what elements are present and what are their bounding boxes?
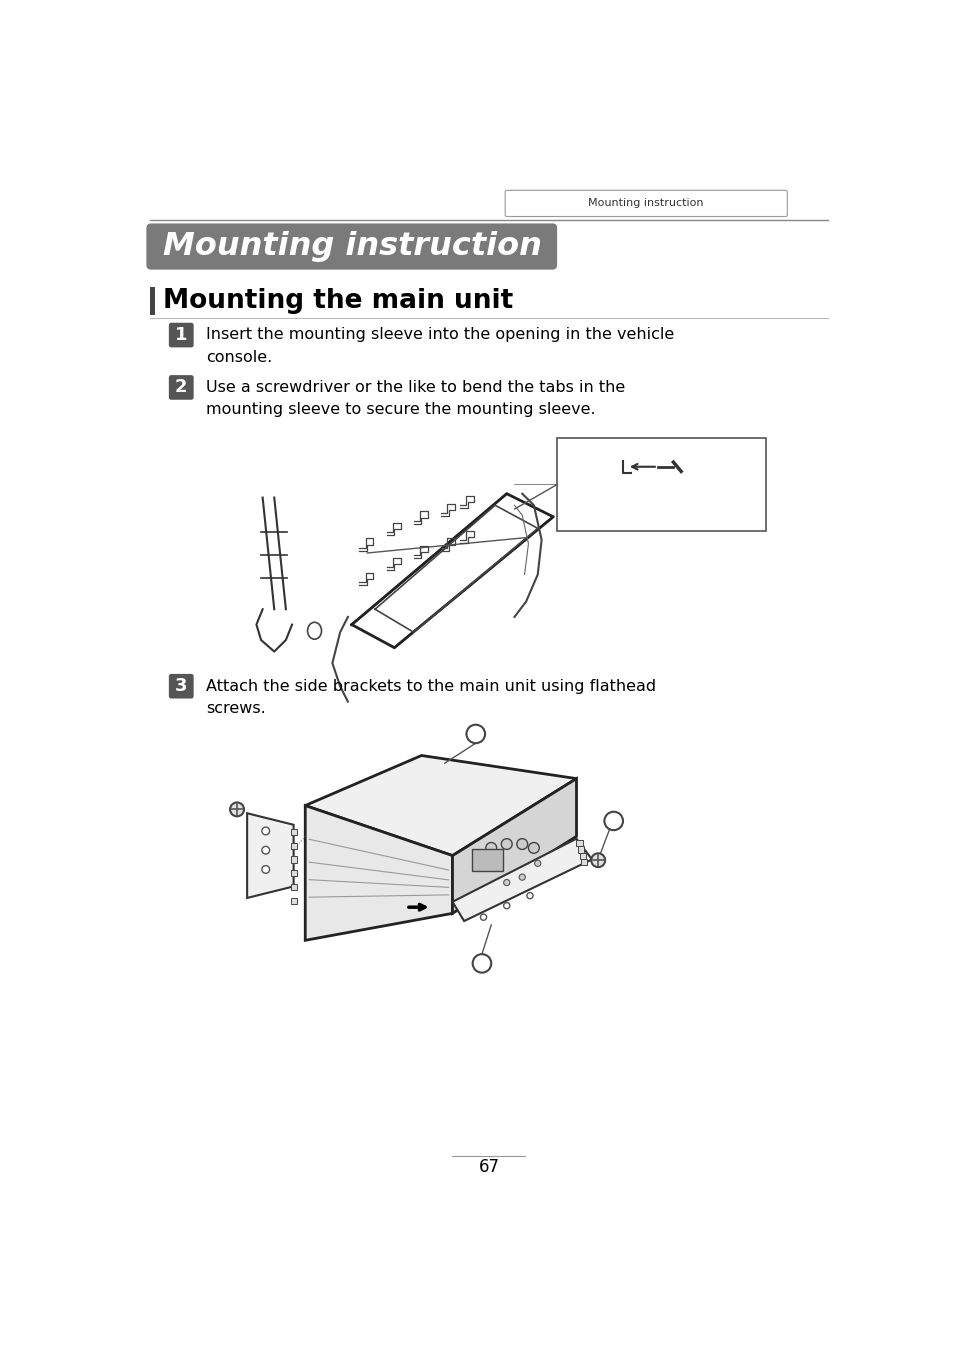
Text: 3: 3	[174, 678, 188, 695]
Circle shape	[518, 874, 525, 881]
Circle shape	[591, 854, 604, 867]
Polygon shape	[305, 806, 452, 940]
Text: Mounting the main unit: Mounting the main unit	[162, 289, 513, 314]
Circle shape	[485, 843, 497, 854]
Circle shape	[500, 839, 512, 850]
Bar	[150, 287, 154, 316]
Text: Insert the mounting sleeve into the opening in the vehicle
console.: Insert the mounting sleeve into the open…	[206, 328, 674, 364]
Bar	[291, 856, 296, 863]
Circle shape	[517, 839, 527, 850]
FancyBboxPatch shape	[505, 190, 786, 217]
Text: Mounting instruction: Mounting instruction	[588, 198, 703, 209]
Polygon shape	[247, 813, 294, 898]
Circle shape	[466, 725, 484, 743]
Text: 2: 2	[174, 378, 188, 397]
Circle shape	[534, 860, 540, 866]
Bar	[472, 850, 502, 871]
Bar	[579, 852, 585, 859]
Circle shape	[230, 802, 244, 816]
FancyBboxPatch shape	[169, 375, 193, 400]
Circle shape	[261, 827, 270, 835]
FancyBboxPatch shape	[169, 322, 193, 347]
Circle shape	[261, 866, 270, 874]
Ellipse shape	[307, 622, 321, 640]
Text: Attach the side brackets to the main unit using flathead
screws.: Attach the side brackets to the main uni…	[206, 679, 656, 715]
Bar	[291, 883, 296, 890]
Polygon shape	[452, 839, 592, 921]
Circle shape	[526, 893, 533, 898]
Bar	[578, 847, 583, 852]
Text: 67: 67	[477, 1159, 499, 1176]
Circle shape	[480, 915, 486, 920]
Bar	[291, 829, 296, 835]
Bar	[291, 870, 296, 877]
Bar	[580, 859, 587, 864]
Bar	[557, 438, 765, 531]
Bar	[576, 840, 582, 847]
Circle shape	[604, 812, 622, 831]
Circle shape	[503, 879, 509, 886]
Circle shape	[528, 843, 538, 854]
Polygon shape	[452, 779, 576, 913]
FancyBboxPatch shape	[146, 224, 557, 270]
Text: Use a screwdriver or the like to bend the tabs in the
mounting sleeve to secure : Use a screwdriver or the like to bend th…	[206, 379, 624, 417]
Text: Mounting instruction: Mounting instruction	[162, 232, 541, 262]
FancyBboxPatch shape	[169, 673, 193, 699]
Text: 1: 1	[174, 327, 188, 344]
Polygon shape	[305, 756, 576, 855]
Bar	[291, 843, 296, 848]
Circle shape	[472, 954, 491, 973]
Circle shape	[503, 902, 509, 909]
Bar	[291, 898, 296, 904]
Circle shape	[261, 847, 270, 854]
